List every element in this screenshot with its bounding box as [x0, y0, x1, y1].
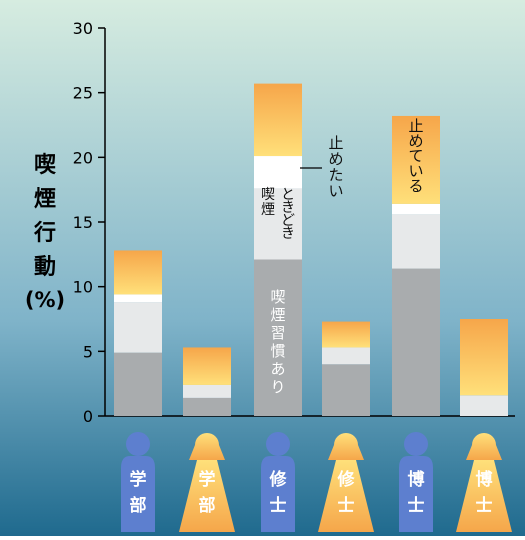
female-person-icon: 学部 — [179, 433, 235, 532]
annotation-sometimes-char: 煙 — [261, 202, 275, 218]
y-tick-label: 25 — [73, 84, 93, 103]
bar-segment-quit — [460, 319, 508, 396]
svg-text:動: 動 — [34, 255, 56, 280]
annotation-habit-char: 喫 — [270, 288, 285, 306]
female-person-icon: 博士 — [456, 433, 512, 532]
svg-text:喫: 喫 — [34, 152, 57, 178]
bar-stack — [114, 250, 162, 416]
bar-stack — [392, 115, 440, 416]
annotation-habit-char: あ — [270, 360, 285, 378]
male-person-icon: 博士 — [399, 432, 433, 532]
y-axis-label: 喫 煙 行 動 (%) — [25, 152, 65, 312]
person-head — [126, 432, 150, 456]
bar-segment-white — [392, 203, 440, 215]
category-label-line1: 修 — [337, 469, 356, 490]
annotation-quit-char: め — [408, 132, 423, 150]
male-person-icon: 学部 — [121, 432, 155, 532]
bar-segment-habit — [254, 259, 302, 416]
bar-segment-sometimes — [460, 395, 508, 416]
category-label-line1: 学 — [199, 469, 216, 490]
y-tick-label: 15 — [73, 213, 93, 232]
category-label-line1: 学 — [130, 469, 147, 490]
person-head — [266, 432, 290, 456]
annotation-sometimes-char: き — [281, 226, 295, 242]
bar-stack — [254, 83, 302, 416]
category-label-line1: 博 — [408, 469, 425, 490]
person-body — [261, 456, 295, 532]
bar-stack — [322, 321, 370, 416]
bar-segment-white — [254, 156, 302, 189]
bar-segment-sometimes — [254, 188, 302, 260]
bar-segment-sometimes — [322, 347, 370, 365]
bar-segment-habit — [114, 352, 162, 416]
y-axis: 0 5 10 15 20 25 30 — [73, 19, 515, 426]
annotation-want-quit-char: た — [328, 166, 343, 184]
bar-segment-sometimes — [183, 384, 231, 398]
annotation-habit-char: 煙 — [270, 306, 285, 324]
category-label-line2: 士 — [408, 495, 425, 516]
bar-segment-habit — [183, 397, 231, 416]
bar-segment-habit — [322, 364, 370, 416]
person-head — [328, 433, 364, 460]
category-label-line2: 士 — [476, 495, 493, 516]
category-label-line2: 士 — [270, 495, 287, 516]
male-person-icon: 修士 — [261, 432, 295, 532]
bar-segment-quit — [392, 115, 440, 204]
annotation-habit-char: 習 — [270, 324, 285, 342]
category-label-line2: 部 — [130, 495, 147, 516]
bar-segment-quit — [254, 83, 302, 157]
svg-text:行: 行 — [33, 220, 56, 246]
person-body — [179, 460, 235, 532]
y-tick-label: 30 — [73, 19, 93, 38]
annotation-sometimes-char: ど — [281, 213, 295, 229]
person-body — [456, 460, 512, 532]
annotation-sometimes-char: 喫 — [261, 187, 275, 203]
bar-segment-sometimes — [392, 214, 440, 269]
category-label-line1: 博 — [476, 469, 493, 490]
bar-stack — [460, 319, 508, 416]
category-label-line2: 部 — [199, 495, 216, 516]
annotation-sometimes-char: と — [281, 187, 295, 203]
y-tick-label: 10 — [73, 278, 93, 297]
bar-segment-quit — [183, 347, 231, 385]
y-tick-label: 0 — [83, 407, 93, 426]
female-person-icon: 修士 — [318, 433, 374, 532]
annotation-quit-char: い — [408, 162, 423, 180]
svg-text:(%): (%) — [25, 288, 65, 312]
person-head — [189, 433, 225, 460]
annotation-habit-char: 慣 — [270, 342, 285, 360]
bar-segment-quit — [114, 250, 162, 295]
bars — [114, 83, 508, 416]
annotation-sometimes-char: き — [281, 200, 295, 216]
bar-stack — [183, 347, 231, 416]
y-tick-label: 20 — [73, 148, 93, 167]
bar-segment-quit — [322, 321, 370, 348]
person-head — [466, 433, 502, 460]
annotation-want-quit-char: め — [328, 150, 343, 168]
person-head — [404, 432, 428, 456]
bar-segment-white — [114, 294, 162, 303]
category-label-line2: 士 — [338, 495, 355, 516]
person-body — [318, 460, 374, 532]
bar-segment-sometimes — [114, 302, 162, 353]
annotation-habit-char: り — [270, 378, 285, 396]
svg-text:煙: 煙 — [34, 187, 56, 212]
annotation-quit-char: て — [408, 147, 423, 165]
category-label-line1: 修 — [269, 469, 288, 490]
annotation-quit-char: 止 — [408, 117, 423, 135]
annotation-want-quit-char: い — [328, 182, 343, 200]
person-body — [399, 456, 433, 532]
annotation-quit-char: る — [408, 177, 423, 195]
person-body — [121, 456, 155, 532]
y-tick-label: 5 — [83, 342, 93, 361]
bar-segment-habit — [392, 268, 440, 416]
annotation-want-quit-char: 止 — [328, 134, 343, 152]
